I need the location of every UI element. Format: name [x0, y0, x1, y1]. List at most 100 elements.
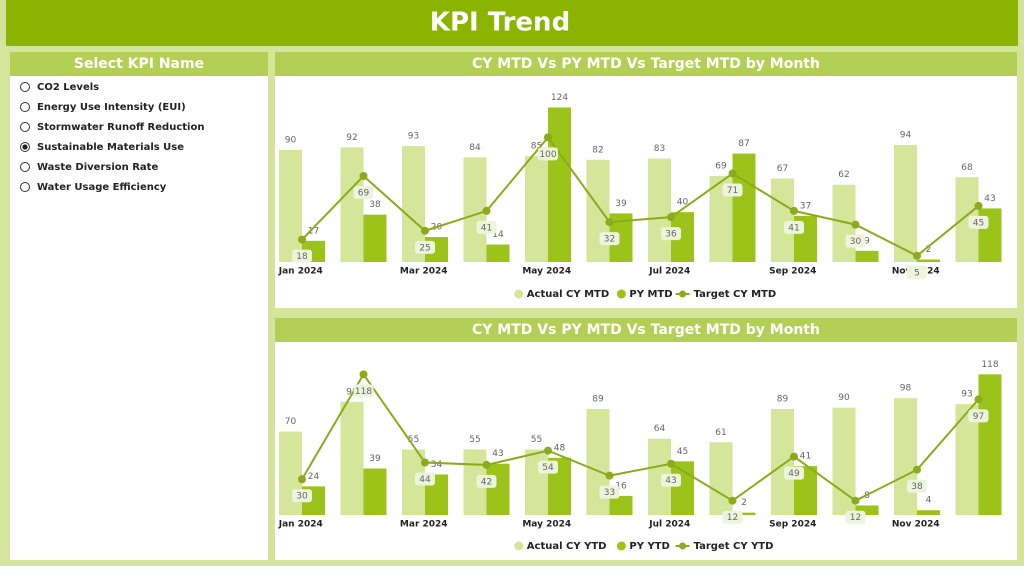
value-label: 90: [838, 393, 850, 403]
target-point: [667, 459, 675, 468]
bar: [955, 404, 979, 515]
bar: [771, 178, 794, 262]
bar: [340, 401, 364, 515]
value-label: 17: [308, 226, 319, 236]
target-point: [913, 465, 921, 474]
label-box: [968, 409, 989, 423]
target-point: [790, 452, 798, 461]
bar: [463, 449, 487, 515]
value-label: 41: [788, 223, 799, 233]
value-label: 83: [654, 144, 665, 154]
slicer-panel: [10, 52, 268, 560]
value-label: 64: [654, 424, 666, 434]
value-label: 93: [408, 132, 419, 142]
label-box: [845, 510, 866, 524]
radio[interactable]: [20, 182, 30, 192]
legend-marker: [616, 289, 626, 299]
value-label: 24: [308, 472, 320, 482]
chart-header: [275, 318, 1017, 342]
bar: [402, 146, 425, 262]
legend-marker: [616, 541, 626, 551]
value-label: 8: [864, 491, 870, 501]
bar: [340, 147, 364, 262]
chart-panel: [275, 318, 1017, 560]
value-label: 118: [355, 387, 372, 397]
value-label: 5: [914, 268, 920, 278]
bar: [917, 510, 940, 515]
bar: [402, 449, 425, 515]
value-label: 36: [665, 230, 677, 240]
x-tick-label: Mar 2024: [400, 267, 448, 277]
radio[interactable]: [20, 162, 30, 172]
value-label: 67: [777, 164, 788, 174]
option-label[interactable]: CO2 Levels: [37, 82, 99, 93]
bar: [955, 177, 979, 262]
value-label: 39: [615, 199, 627, 209]
value-label: 33: [604, 488, 615, 498]
target-line: [301, 135, 980, 257]
target-point: [851, 496, 860, 505]
radio-dot: [22, 144, 28, 150]
target-point: [913, 251, 921, 260]
bar: [586, 159, 610, 262]
value-label: 98: [900, 384, 912, 394]
value-label: 30: [296, 492, 308, 502]
bar: [609, 213, 633, 262]
bar: [279, 149, 302, 262]
value-label: 70: [285, 417, 297, 427]
value-label: 87: [738, 139, 749, 149]
header-bar: [6, 0, 1018, 46]
value-label: 16: [615, 481, 627, 491]
bar: [363, 468, 387, 515]
bar: [894, 144, 917, 262]
radio[interactable]: [20, 122, 30, 132]
bar: [648, 158, 671, 262]
legend-marker: [679, 290, 687, 298]
value-label: 62: [838, 170, 849, 180]
label-box: [907, 479, 927, 493]
chart-title: CY MTD Vs PY MTD Vs Target MTD by Month: [472, 56, 820, 72]
value-label: 55: [531, 435, 542, 445]
option-label[interactable]: Water Usage Efficiency: [37, 182, 167, 193]
target-point: [728, 496, 737, 505]
slicer-title: Select KPI Name: [74, 56, 204, 72]
label-box: [415, 240, 435, 254]
value-label: 97: [973, 412, 984, 422]
bar: [732, 512, 756, 515]
bar: [363, 214, 387, 262]
bar: [771, 408, 794, 515]
radio[interactable]: [20, 82, 30, 92]
bar: [709, 442, 733, 515]
x-tick-label: May 2024: [522, 520, 571, 530]
value-label: 55: [408, 435, 419, 445]
value-label: 9: [864, 236, 870, 246]
radio[interactable]: [20, 102, 30, 112]
target-point: [544, 446, 552, 455]
value-label: 44: [419, 475, 431, 485]
legend-label: PY MTD: [629, 289, 672, 300]
bar: [855, 505, 879, 515]
x-tick-label: Sep 2024: [769, 267, 816, 277]
option-label[interactable]: Energy Use Intensity (EUI): [37, 102, 186, 113]
label-box: [353, 384, 374, 398]
target-point: [359, 172, 368, 181]
value-label: 49: [788, 469, 800, 479]
label-box: [353, 186, 374, 200]
option-label[interactable]: Stormwater Runoff Reduction: [37, 122, 204, 133]
value-label: 38: [369, 200, 381, 210]
bar: [486, 463, 510, 515]
label-box: [784, 466, 804, 480]
page-title: KPI Trend: [430, 8, 570, 38]
option-label[interactable]: Sustainable Materials Use: [37, 142, 184, 153]
target-point: [605, 471, 614, 480]
value-label: 37: [800, 201, 811, 211]
target-point: [298, 235, 306, 244]
option-label[interactable]: Waste Diversion Rate: [37, 162, 158, 173]
value-label: 94: [900, 130, 912, 140]
value-label: 41: [481, 223, 492, 233]
x-tick-label: Jul 2024: [648, 520, 690, 530]
label-box: [661, 473, 681, 487]
bar: [525, 156, 548, 262]
label-box: [476, 220, 497, 234]
label-box: [968, 215, 989, 229]
